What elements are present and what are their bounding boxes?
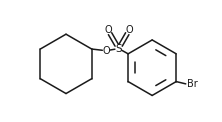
Text: Br: Br [187, 79, 198, 89]
Text: S: S [115, 44, 122, 54]
Text: O: O [102, 46, 110, 56]
Text: O: O [125, 25, 133, 35]
Text: O: O [104, 25, 112, 35]
